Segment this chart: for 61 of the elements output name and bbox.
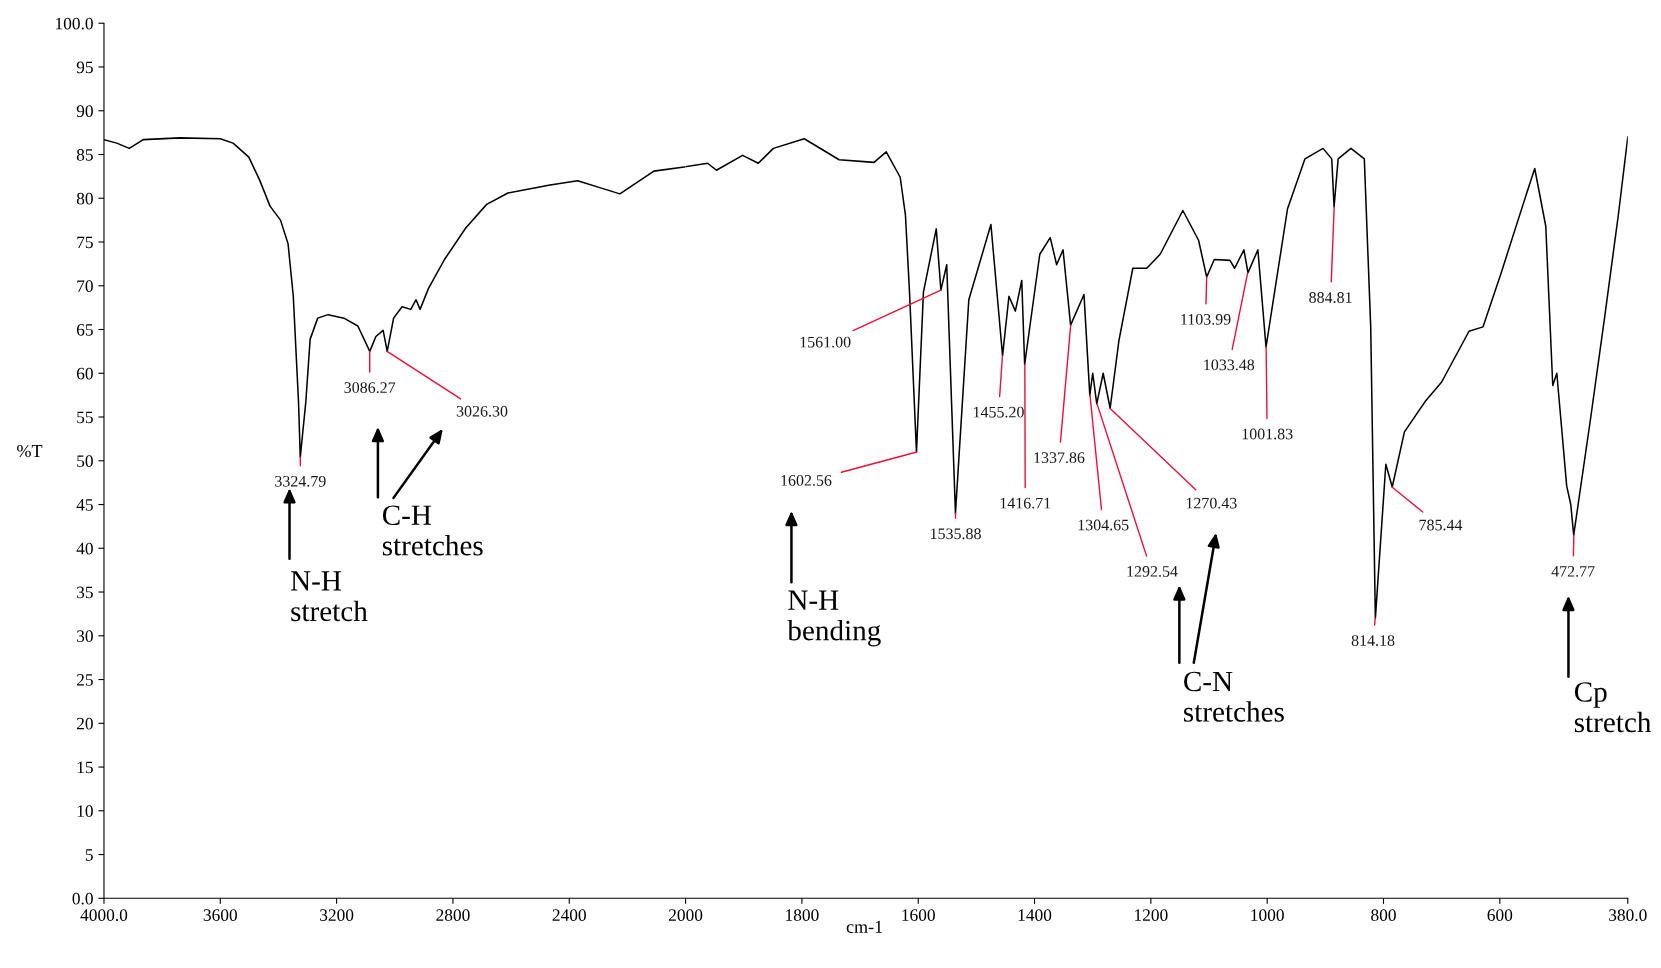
y-tick-label: 95	[76, 61, 93, 74]
y-tick-label: 10	[77, 805, 93, 817]
annotation: 472.77	[1551, 566, 1595, 577]
y-tick-label: 70	[77, 280, 93, 292]
x-tick-label: 800	[1371, 909, 1396, 921]
annotation: 3086.27	[344, 382, 396, 394]
y-tick-label: 100.0	[56, 17, 93, 30]
y-tick-label: 20	[76, 717, 93, 730]
y-tick-label: 90	[76, 105, 93, 117]
x-tick-label: 1600	[902, 909, 935, 921]
x-tick-label: 2800	[436, 909, 470, 921]
y-tick-label: 35	[77, 586, 93, 599]
annotation: 1270.43	[1186, 497, 1237, 509]
annotation: N-H bending	[787, 590, 881, 647]
annotation: 1535.88	[930, 528, 981, 540]
x-tick-label: 600	[1487, 909, 1513, 921]
annotation: 3026.30	[456, 405, 508, 417]
annotation: 1337.86	[1034, 452, 1085, 464]
annotation: Cp stretch	[1574, 682, 1652, 733]
x-tick-label: 1000	[1251, 909, 1284, 921]
y-tick-label: 25	[76, 674, 93, 686]
annotation: 1292.54	[1127, 566, 1178, 577]
x-tick-label: 2400	[552, 909, 586, 921]
y-tick-label: 80	[76, 192, 93, 205]
annotation: C-H stretches	[382, 505, 483, 556]
annotation: C-N stretches	[1184, 671, 1284, 722]
annotation: 1602.56	[781, 474, 832, 486]
y-tick-label: 55	[77, 411, 93, 424]
annotation: 1561.00	[800, 336, 851, 348]
annotation: 1416.71	[1000, 497, 1051, 509]
annotation: N-H stretch	[290, 571, 368, 622]
annotation: 1455.20	[973, 406, 1024, 418]
y-tick-label: 30	[77, 630, 93, 642]
x-tick-label: 4000.0	[80, 909, 128, 922]
y-tick-label: 60	[76, 367, 93, 380]
x-tick-label: 1400	[1018, 909, 1052, 921]
x-tick-label: 3600	[203, 909, 237, 921]
y-tick-label: 15	[77, 761, 93, 774]
annotation: 1304.65	[1078, 519, 1129, 531]
x-tick-label: 1800	[786, 909, 819, 921]
x-tick-label: 380.0	[1609, 909, 1647, 922]
annotation: 814.18	[1351, 635, 1395, 646]
annotation: 884.81	[1309, 292, 1352, 303]
annotation: 3324.79	[275, 475, 326, 487]
y-tick-label: 50	[77, 455, 93, 467]
annotation: 785.44	[1419, 519, 1463, 531]
y-tick-label: 40	[76, 542, 93, 555]
y-tick-label: 65	[76, 324, 93, 336]
x-axis-title: cm-1	[846, 920, 883, 933]
x-tick-label: 2000	[668, 909, 703, 921]
y-tick-label: 85	[76, 148, 93, 161]
annotation: 1001.83	[1242, 428, 1293, 440]
y-tick-label: 5	[85, 849, 93, 861]
y-tick-label: 75	[77, 236, 93, 249]
y-axis-title: %T	[17, 444, 43, 458]
y-tick-label: 45	[76, 499, 93, 511]
annotation: 1103.99	[1181, 313, 1231, 325]
x-tick-label: 1200	[1135, 909, 1168, 921]
x-tick-label: 3200	[320, 909, 354, 921]
y-tick-label: 0.0	[72, 892, 93, 905]
annotation: 1033.48	[1204, 359, 1255, 371]
